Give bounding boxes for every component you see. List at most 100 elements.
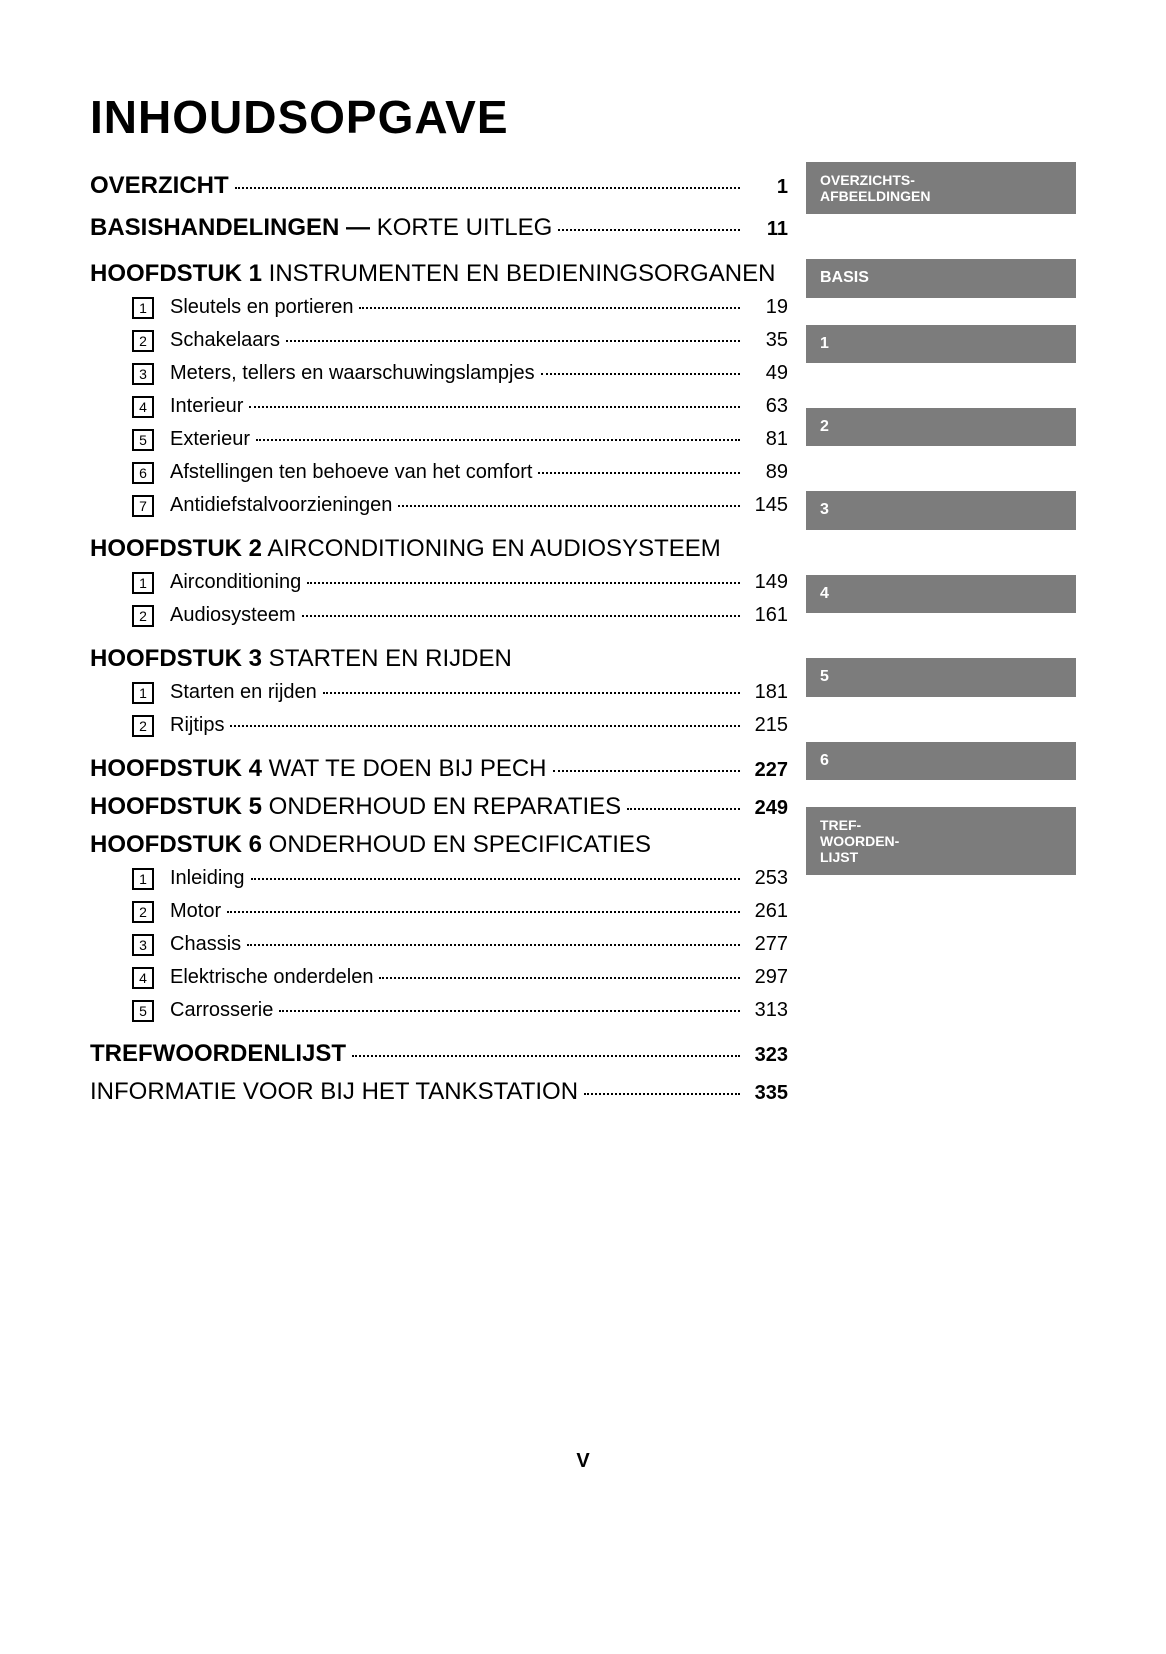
leader-dots — [302, 615, 740, 617]
toc-tref: TREFWOORDENLIJST 323 — [90, 1040, 788, 1068]
boxed-number-icon: 2 — [132, 330, 154, 352]
toc-sub-item: 1Starten en rijden181 — [132, 681, 788, 704]
toc-basis-label: BASISHANDELINGEN — KORTE UITLEG — [90, 214, 552, 242]
boxed-number-icon: 1 — [132, 297, 154, 319]
toc-sub-label: Sleutels en portieren — [170, 296, 353, 319]
toc-tank-label: INFORMATIE VOOR BIJ HET TANKSTATION — [90, 1078, 578, 1106]
toc-sub-item: 6Afstellingen ten behoeve van het comfor… — [132, 461, 788, 484]
leader-dots — [230, 725, 740, 727]
toc-h3-label: HOOFDSTUK 3 STARTEN EN RIJDEN — [90, 645, 512, 673]
boxed-number-icon: 6 — [132, 462, 154, 484]
toc-h1-items: 1 Sleutels en portieren 19 2Schakelaars35 3M… — [90, 296, 788, 517]
toc-h5-label: HOOFDSTUK 5 ONDERHOUD EN REPARATIES — [90, 793, 621, 821]
toc-tank-page: 335 — [746, 1082, 788, 1105]
leader-dots — [398, 505, 740, 507]
toc-sub-label: Inleiding — [170, 867, 245, 890]
leader-dots — [251, 878, 740, 880]
toc-h6-items: 1Inleiding2532Motor2613Chassis2774Elektr… — [90, 867, 788, 1022]
toc-tref-page: 323 — [746, 1044, 788, 1067]
toc-sub-page: 181 — [746, 681, 788, 704]
tab-3[interactable]: 3 — [806, 490, 1076, 529]
tab-trefwoorden[interactable]: TREF- WOORDEN- LIJST — [806, 806, 1076, 875]
toc-sub-item: 1 Airconditioning 149 — [132, 571, 788, 594]
leader-dots — [249, 406, 740, 408]
toc-h6: HOOFDSTUK 6 ONDERHOUD EN SPECIFICATIES — [90, 831, 788, 859]
toc-sub-item: 3 Meters, tellers en waarschuwingslampjes… — [132, 362, 788, 385]
tab-2[interactable]: 2 — [806, 407, 1076, 446]
toc-sub-item: 2Motor261 — [132, 900, 788, 923]
toc-h1: HOOFDSTUK 1 INSTRUMENTEN EN BEDIENINGSOR… — [90, 260, 788, 288]
boxed-number-icon: 2 — [132, 901, 154, 923]
toc-sub-page: 19 — [746, 296, 788, 319]
toc-sub-page: 253 — [746, 867, 788, 890]
toc-sub-item: 3 Chassis 277 — [132, 933, 788, 956]
toc-sub-item: 2Schakelaars35 — [132, 329, 788, 352]
leader-dots — [286, 340, 740, 342]
toc-sub-page: 277 — [746, 933, 788, 956]
leader-dots — [323, 692, 740, 694]
toc-sub-item: 7 Antidiefstalvoorzieningen 145 — [132, 494, 788, 517]
toc-sub-page: 145 — [746, 494, 788, 517]
page-number: V — [0, 1450, 1166, 1473]
toc-sub-page: 49 — [746, 362, 788, 385]
toc-h6-label: HOOFDSTUK 6 ONDERHOUD EN SPECIFICATIES — [90, 831, 651, 859]
leader-dots — [538, 472, 740, 474]
tab-overzicht[interactable]: OVERZICHTS- AFBEELDINGEN — [806, 162, 1076, 214]
toc-h2-label: HOOFDSTUK 2 AIRCONDITIONING EN AUDIOSYST… — [90, 535, 721, 563]
toc-sub-label: Airconditioning — [170, 571, 301, 594]
toc-tref-label: TREFWOORDENLIJST — [90, 1040, 346, 1068]
tab-1[interactable]: 1 — [806, 324, 1076, 363]
leader-dots — [379, 977, 740, 979]
toc-sub-item: 5Carrosserie313 — [132, 999, 788, 1022]
toc-sub-page: 149 — [746, 571, 788, 594]
toc-h4: HOOFDSTUK 4 WAT TE DOEN BIJ PECH 227 — [90, 755, 788, 783]
leader-dots — [558, 229, 740, 231]
toc-sub-item: 1 Inleiding 253 — [132, 867, 788, 890]
toc-sub-page: 261 — [746, 900, 788, 923]
leader-dots — [227, 911, 740, 913]
toc-basis: BASISHANDELINGEN — KORTE UITLEG 11 — [90, 214, 788, 242]
toc-h3-items: 1Starten en rijden1812Rijtips215 — [90, 681, 788, 737]
toc-column: OVERZICHT 1 BASISHANDELINGEN — KORTE UIT… — [90, 172, 788, 1106]
toc-sub-page: 215 — [746, 714, 788, 737]
tab-basis[interactable]: BASIS — [806, 258, 1076, 297]
toc-sub-label: Chassis — [170, 933, 241, 956]
boxed-number-icon: 5 — [132, 429, 154, 451]
toc-sub-page: 297 — [746, 966, 788, 989]
toc-sub-item: 1 Sleutels en portieren 19 — [132, 296, 788, 319]
leader-dots — [235, 187, 740, 189]
leader-dots — [247, 944, 740, 946]
toc-sub-page: 313 — [746, 999, 788, 1022]
toc-sub-item: 5Exterieur81 — [132, 428, 788, 451]
toc-sub-label: Meters, tellers en waarschuwingslampjes — [170, 362, 535, 385]
toc-sub-label: Starten en rijden — [170, 681, 317, 704]
toc-h5: HOOFDSTUK 5 ONDERHOUD EN REPARATIES 249 — [90, 793, 788, 821]
tab-4[interactable]: 4 — [806, 574, 1076, 613]
toc-h3: HOOFDSTUK 3 STARTEN EN RIJDEN — [90, 645, 788, 673]
toc-basis-page: 11 — [746, 218, 788, 241]
tab-5[interactable]: 5 — [806, 657, 1076, 696]
boxed-number-icon: 3 — [132, 363, 154, 385]
toc-sub-label: Interieur — [170, 395, 243, 418]
toc-sub-item: 2Rijtips215 — [132, 714, 788, 737]
leader-dots — [352, 1055, 740, 1057]
toc-sub-label: Antidiefstalvoorzieningen — [170, 494, 392, 517]
boxed-number-icon: 3 — [132, 934, 154, 956]
boxed-number-icon: 4 — [132, 396, 154, 418]
toc-h2-items: 1 Airconditioning 149 2Audiosysteem161 — [90, 571, 788, 627]
toc-sub-label: Carrosserie — [170, 999, 273, 1022]
tab-6[interactable]: 6 — [806, 741, 1076, 780]
toc-overzicht: OVERZICHT 1 — [90, 172, 788, 200]
chapter-tabs: OVERZICHTS- AFBEELDINGEN BASIS 1 2 3 4 5… — [806, 162, 1076, 875]
toc-h2: HOOFDSTUK 2 AIRCONDITIONING EN AUDIOSYST… — [90, 535, 788, 563]
toc-h5-page: 249 — [746, 797, 788, 820]
leader-dots — [359, 307, 740, 309]
toc-sub-item: 2Audiosysteem161 — [132, 604, 788, 627]
boxed-number-icon: 7 — [132, 495, 154, 517]
toc-sub-label: Rijtips — [170, 714, 224, 737]
leader-dots — [256, 439, 740, 441]
toc-overzicht-page: 1 — [746, 176, 788, 199]
boxed-number-icon: 1 — [132, 572, 154, 594]
boxed-number-icon: 1 — [132, 868, 154, 890]
toc-sub-page: 63 — [746, 395, 788, 418]
